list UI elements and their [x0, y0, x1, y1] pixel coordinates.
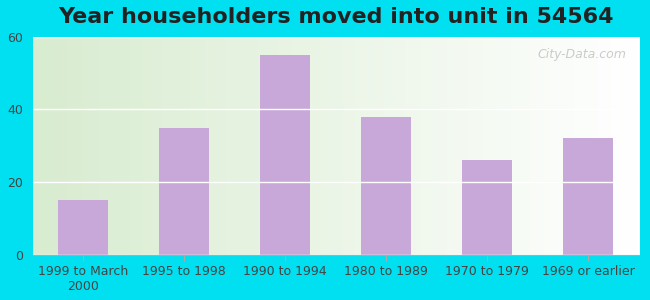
- Text: City-Data.com: City-Data.com: [538, 48, 627, 61]
- Bar: [159, 128, 209, 255]
- Bar: [462, 160, 512, 255]
- Bar: [361, 117, 411, 255]
- Bar: [563, 139, 614, 255]
- Title: Year householders moved into unit in 54564: Year householders moved into unit in 545…: [58, 7, 614, 27]
- Bar: [58, 200, 109, 255]
- Bar: [260, 55, 310, 255]
